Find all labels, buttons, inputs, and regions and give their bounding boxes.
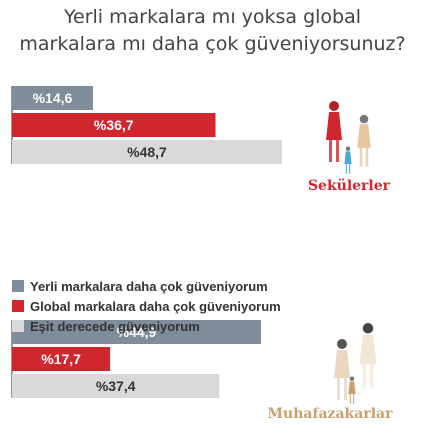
bar-sekulerler-esit xyxy=(12,140,282,164)
legend-swatch-yerli xyxy=(12,280,24,292)
bar-label-sekulerler-global: %36,7 xyxy=(94,117,134,133)
bar-label-muhafazakarlar-esit: %37,4 xyxy=(96,378,136,394)
legend-swatch-global xyxy=(12,300,24,312)
legend-label-esit: Eşit derecede güveniyorum xyxy=(30,318,200,334)
secular-woman-icon xyxy=(357,114,371,167)
chart-title-line-2: markalara mı daha çok güveniyorsunuz? xyxy=(19,33,406,55)
secular-family-icon xyxy=(326,101,342,162)
bar-label-sekulerler-esit: %48,7 xyxy=(127,144,167,160)
conservative-man-icon xyxy=(359,323,377,388)
bar-muhafazakarlar-global xyxy=(12,347,111,371)
chart-title: Yerli markalara mı yoksa global markalar… xyxy=(0,4,425,58)
legend-label-yerli: Yerli markalara daha çok güveniyorum xyxy=(30,278,268,294)
group-caption-muhafazakarlar: Muhafazakarlar xyxy=(268,406,394,422)
legend-item-esit: Eşit derecede güveniyorum xyxy=(12,316,281,336)
legend-swatch-esit xyxy=(12,320,24,332)
chart-title-line-1: Yerli markalara mı yoksa global xyxy=(63,6,362,28)
secular-child-icon xyxy=(344,146,352,174)
conservative-family-icon xyxy=(334,339,350,400)
legend-item-global: Global markalara daha çok güveniyorum xyxy=(12,296,281,316)
legend: Yerli markalara daha çok güveniyorum Glo… xyxy=(12,276,281,336)
legend-item-yerli: Yerli markalara daha çok güveniyorum xyxy=(12,276,281,296)
bar-sekulerler-global xyxy=(12,113,216,137)
bar-sekulerler-yerli xyxy=(12,86,93,110)
bar-label-sekulerler-yerli: %14,6 xyxy=(33,90,73,106)
bar-label-muhafazakarlar-global: %17,7 xyxy=(41,351,81,367)
group-caption-sekulerler: Sekülerler xyxy=(308,178,391,194)
conservative-child-icon xyxy=(348,376,356,404)
bar-muhafazakarlar-esit xyxy=(12,374,220,398)
legend-label-global: Global markalara daha çok güveniyorum xyxy=(30,298,281,314)
bar-label-muhafazakarlar-yerli: %44,9 xyxy=(117,324,157,340)
bar-muhafazakarlar-yerli xyxy=(12,320,261,344)
